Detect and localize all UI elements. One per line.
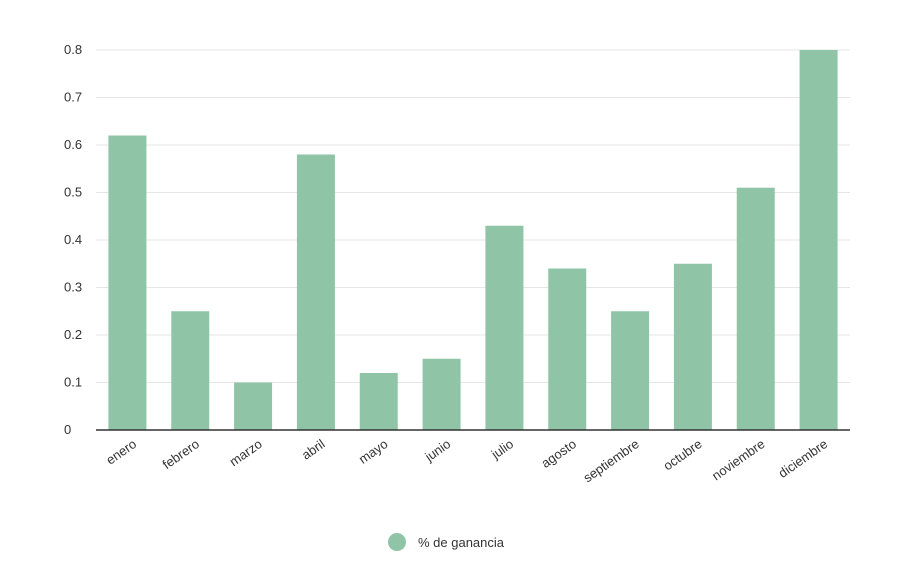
y-tick-label: 0.7: [64, 90, 82, 105]
y-tick-label: 0.1: [64, 375, 82, 390]
x-tick-label: mayo: [356, 436, 391, 467]
bar-agosto: [548, 268, 587, 430]
y-tick-label: 0.4: [64, 232, 82, 247]
bar-mayo: [359, 373, 398, 430]
x-tick-label: diciembre: [776, 436, 831, 481]
x-tick-label: febrero: [160, 436, 202, 472]
bar-abril: [296, 154, 335, 430]
x-tick-label: enero: [103, 436, 139, 467]
x-tick-label: noviembre: [709, 436, 767, 483]
bars: [108, 50, 838, 430]
x-tick-label: marzo: [227, 436, 265, 469]
y-tick-label: 0.3: [64, 280, 82, 295]
y-tick-label: 0: [64, 422, 71, 437]
bar-enero: [108, 135, 147, 430]
y-tick-label: 0.5: [64, 185, 82, 200]
x-tick-label: abril: [299, 436, 328, 462]
y-tick-label: 0.6: [64, 137, 82, 152]
legend-label: % de ganancia: [418, 535, 505, 550]
x-tick-label: septiembre: [581, 436, 642, 485]
x-tick-label: julio: [488, 436, 516, 462]
legend-swatch: [388, 533, 406, 551]
x-tick-label: agosto: [538, 436, 579, 471]
x-axis-ticks: enero febrero marzo abril mayo junio julio agos…: [103, 436, 830, 485]
bar-octubre: [673, 263, 712, 430]
bar-marzo: [234, 382, 273, 430]
bar-diciembre: [799, 50, 838, 430]
bar-febrero: [171, 311, 210, 430]
x-tick-label: junio: [421, 436, 453, 465]
y-tick-label: 0.2: [64, 327, 82, 342]
bar-noviembre: [736, 187, 775, 430]
bar-julio: [485, 225, 524, 430]
grid-lines: [96, 49, 850, 383]
bar-septiembre: [611, 311, 650, 430]
legend: % de ganancia: [388, 533, 505, 551]
x-tick-label: octubre: [661, 436, 705, 473]
y-tick-label: 0.8: [64, 42, 82, 57]
bar-junio: [422, 358, 461, 430]
y-axis-ticks: 0 0.1 0.2 0.3 0.4 0.5 0.6 0.7 0.8: [64, 42, 82, 437]
